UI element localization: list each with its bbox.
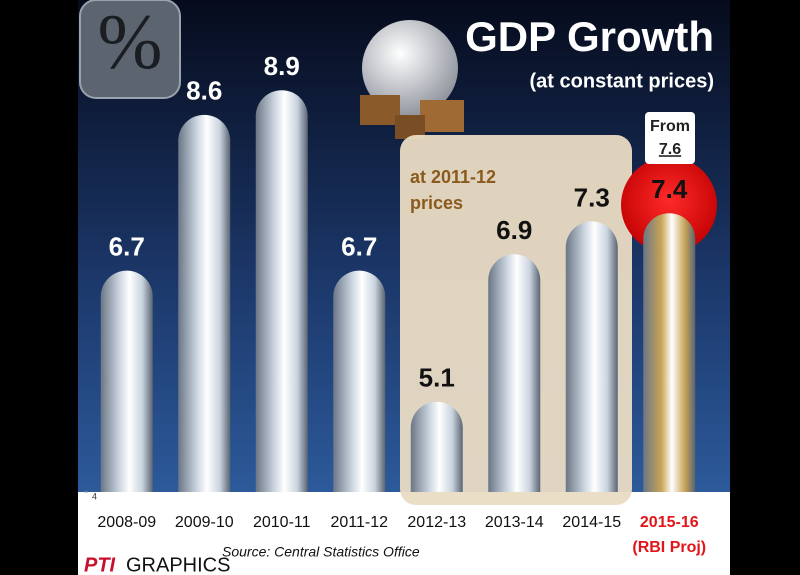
x-tick-label: 2013-14: [485, 514, 544, 531]
value-label: 6.7: [109, 231, 145, 261]
box: [420, 100, 464, 132]
box: [360, 95, 400, 125]
x-tick-label: 2012-13: [407, 514, 466, 531]
value-label: 8.6: [186, 76, 222, 106]
value-label: 7.3: [574, 182, 610, 212]
bar: [333, 270, 386, 492]
x-tick-label: 2015-16: [640, 514, 699, 531]
previous-projection: 7.6: [659, 141, 681, 158]
category-note: (RBI Proj): [632, 539, 706, 556]
bar: [643, 213, 696, 492]
bar: [255, 90, 308, 492]
icon-box: [79, 0, 181, 99]
title: GDP Growth: [465, 13, 714, 60]
from-box: [645, 112, 695, 164]
bar: [410, 401, 463, 492]
value-label: 7.4: [651, 174, 688, 204]
value-label: 6.9: [496, 215, 532, 245]
x-tick-label: 2011-12: [330, 514, 388, 531]
value-label: 8.9: [264, 51, 300, 81]
annotation: at 2011-12 prices: [410, 167, 496, 213]
source: Source: Central Statistics Office: [222, 544, 420, 560]
bar: [488, 254, 541, 492]
bar: [565, 221, 618, 492]
brand: PTI: [84, 554, 116, 575]
x-tick-label: 2014-15: [562, 514, 621, 531]
x-tick-label: 2009-10: [175, 514, 234, 531]
x-tick-label: 2008-09: [97, 514, 156, 531]
x-tick-label: 2010-11: [253, 514, 311, 531]
brand-suffix: GRAPHICS: [126, 554, 230, 575]
icon: %: [98, 0, 163, 85]
value-label: 6.7: [341, 231, 377, 261]
label-strip: [78, 492, 730, 575]
from-label: From: [650, 118, 690, 135]
y-tick-label: 4: [92, 491, 97, 501]
globe: [362, 20, 458, 116]
bar: [100, 270, 153, 492]
bar: [178, 114, 231, 492]
subtitle: (at constant prices): [530, 70, 714, 92]
value-label: 5.1: [419, 363, 455, 393]
